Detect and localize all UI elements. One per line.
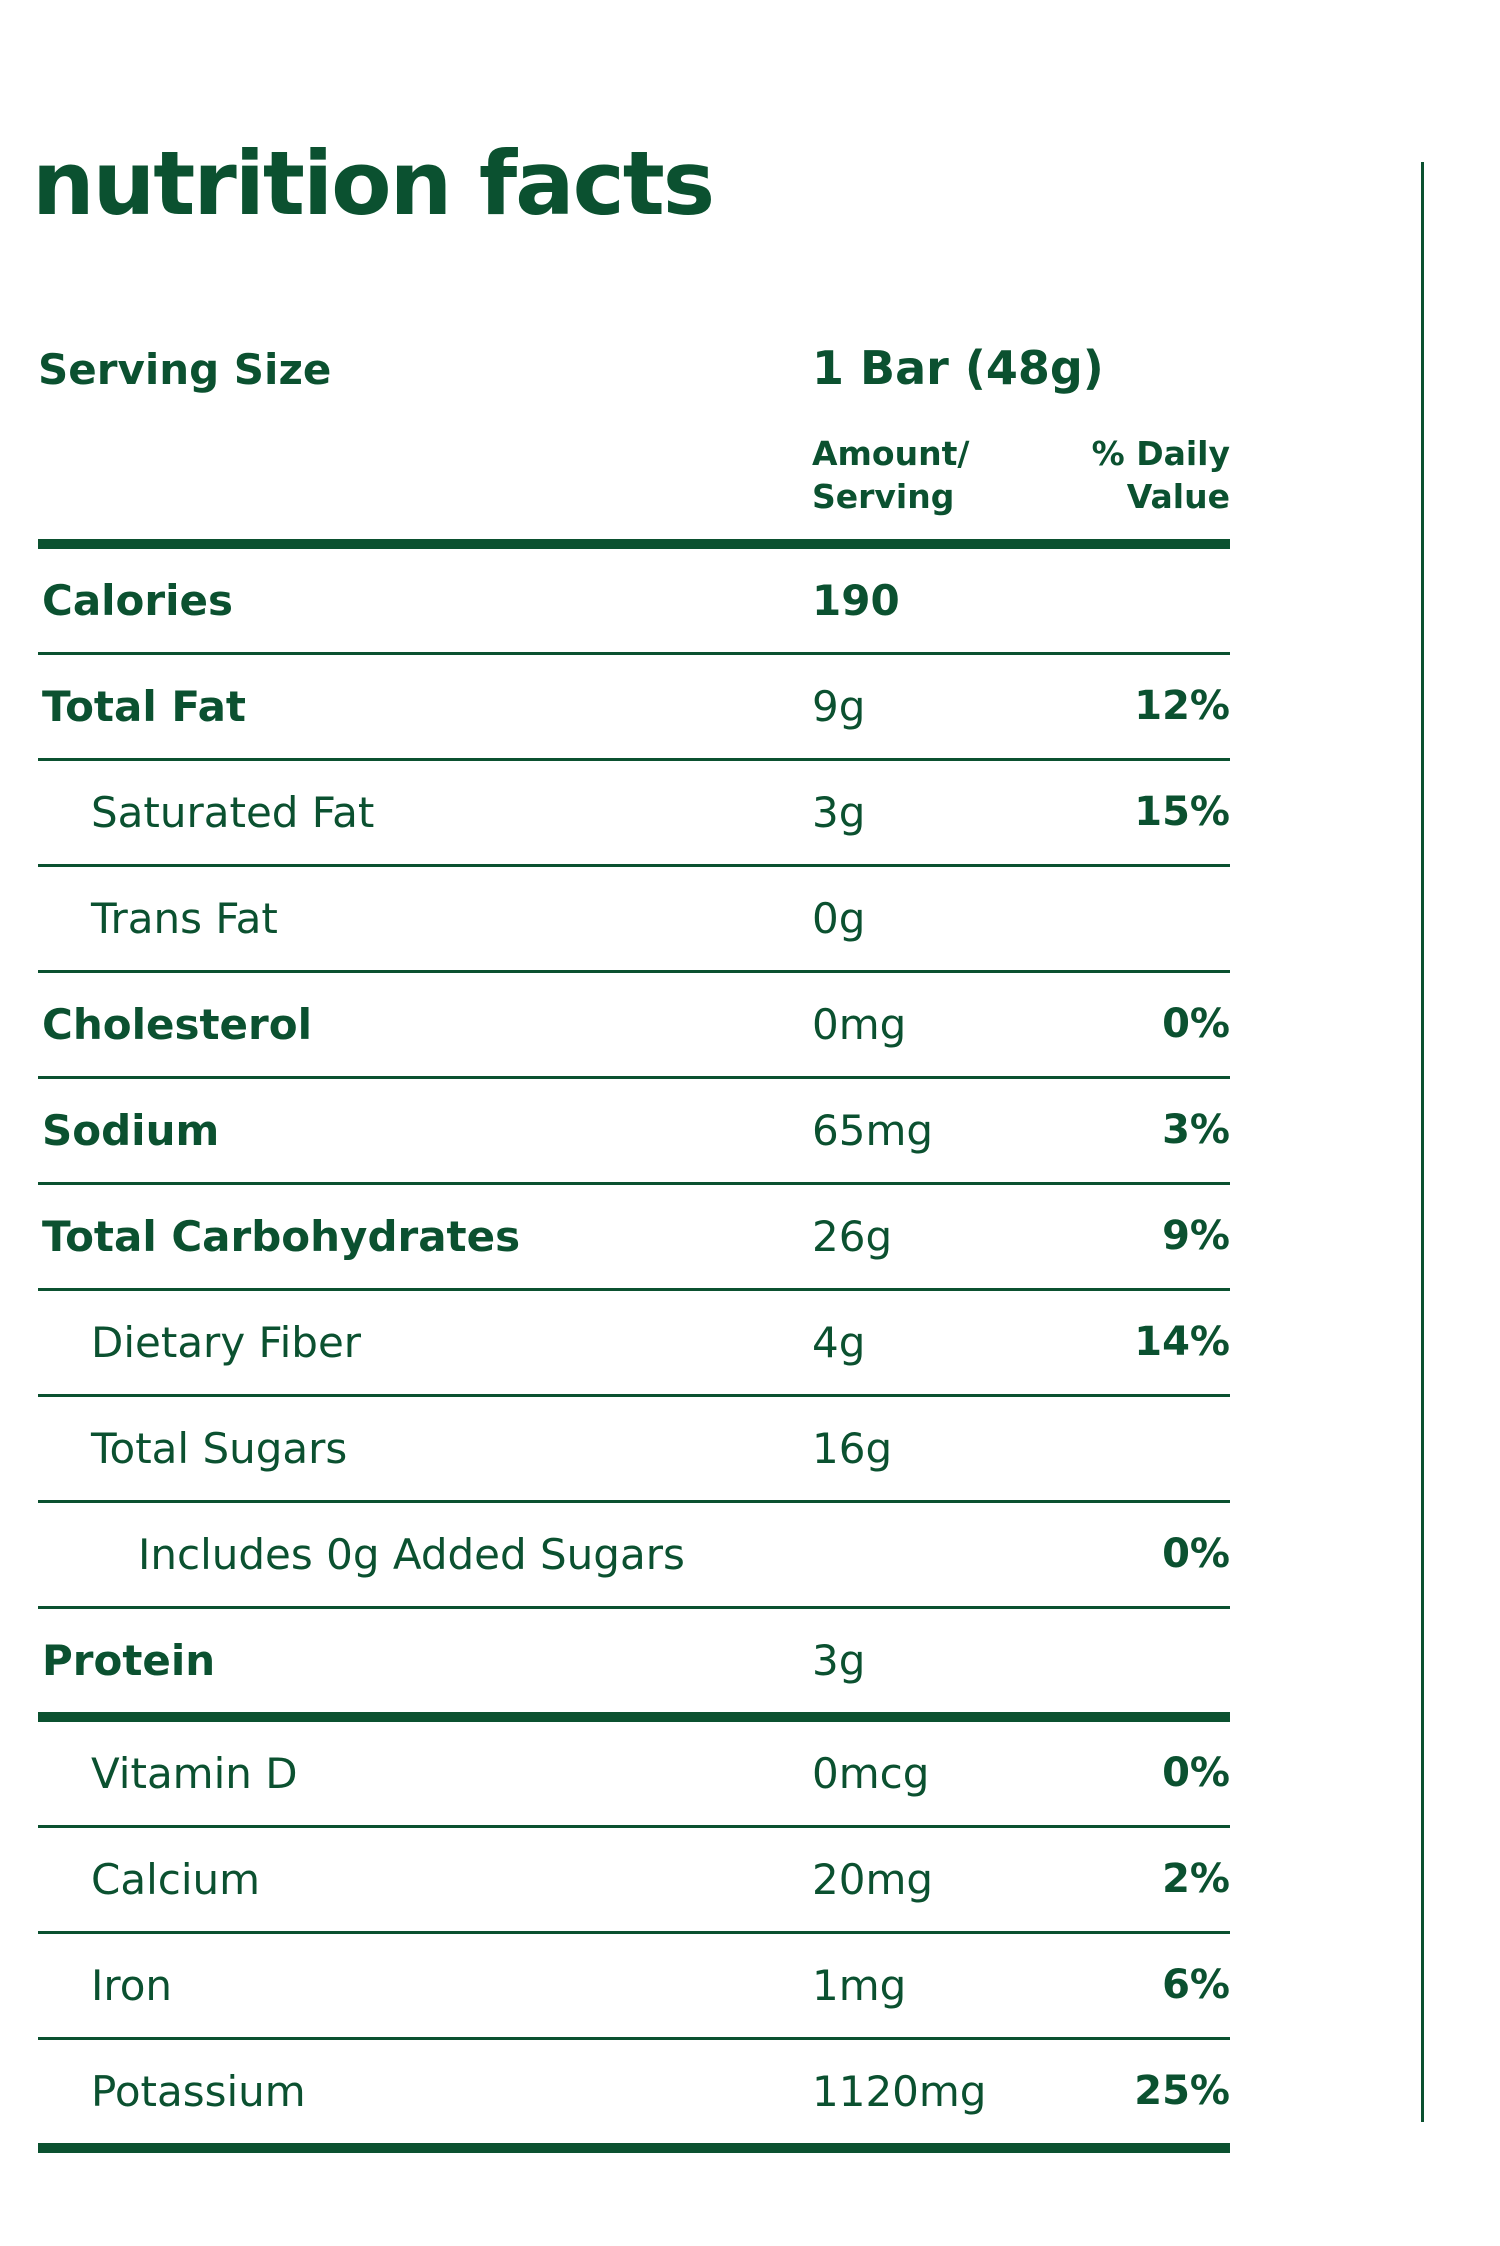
row-total-carbohydrates: Total Carbohydrates 26g 9% <box>38 1185 1230 1291</box>
amount-header-line1: Amount/ <box>812 434 970 473</box>
thick-rule-top <box>38 539 1230 549</box>
amount-per-serving-header: Amount/ Serving <box>812 432 1032 518</box>
serving-size-label: Serving Size <box>38 345 332 394</box>
nutrient-name: Total Fat <box>42 682 247 731</box>
nutrient-daily-value: 25% <box>1134 2068 1230 2114</box>
row-total-fat: Total Fat 9g 12% <box>38 655 1230 761</box>
nutrient-daily-value: 6% <box>1162 1962 1230 2008</box>
nutrient-name: Vitamin D <box>91 1749 298 1798</box>
nutrient-amount: 0mcg <box>812 1749 930 1798</box>
row-protein: Protein 3g <box>38 1609 1230 1712</box>
thick-rule-middle <box>38 1712 1230 1722</box>
nutrient-daily-value: 0% <box>1162 1531 1230 1577</box>
nutrient-name: Calories <box>42 576 234 625</box>
nutrient-amount: 9g <box>812 682 866 731</box>
nutrient-daily-value: 0% <box>1162 1001 1230 1047</box>
nutrient-amount: 0g <box>812 894 866 943</box>
amount-header-line2: Serving <box>812 477 955 516</box>
nutrient-amount: 16g <box>812 1424 893 1473</box>
nutrient-daily-value: 0% <box>1162 1750 1230 1796</box>
nutrient-amount: 190 <box>812 576 900 625</box>
nutrient-name: Includes 0g Added Sugars <box>138 1530 685 1579</box>
nutrient-name: Iron <box>91 1961 173 2010</box>
dv-header-line2: Value <box>1126 477 1230 516</box>
dv-header-line1: % Daily <box>1091 434 1230 473</box>
nutrient-name: Total Sugars <box>91 1424 348 1473</box>
nutrient-name: Cholesterol <box>42 1000 312 1049</box>
nutrient-daily-value: 3% <box>1162 1107 1230 1153</box>
serving-size-value: 1 Bar (48g) <box>812 341 1104 395</box>
vertical-divider <box>1421 162 1424 2122</box>
nutrient-name: Calcium <box>91 1855 261 1904</box>
row-total-sugars: Total Sugars 16g <box>38 1397 1230 1503</box>
nutrient-name: Dietary Fiber <box>91 1318 362 1367</box>
daily-value-header: % Daily Value <box>1030 432 1230 518</box>
nutrient-name: Protein <box>42 1636 216 1685</box>
row-calcium: Calcium 20mg 2% <box>38 1828 1230 1934</box>
nutrient-daily-value: 2% <box>1162 1856 1230 1902</box>
nutrient-amount: 26g <box>812 1212 893 1261</box>
row-dietary-fiber: Dietary Fiber 4g 14% <box>38 1291 1230 1397</box>
nutrient-amount: 1mg <box>812 1961 907 2010</box>
page-title: nutrition facts <box>32 132 715 235</box>
row-sodium: Sodium 65mg 3% <box>38 1079 1230 1185</box>
row-added-sugars: Includes 0g Added Sugars 0% <box>38 1503 1230 1609</box>
nutrient-name: Potassium <box>91 2067 306 2116</box>
nutrient-name: Saturated Fat <box>91 788 375 837</box>
nutrient-amount: 3g <box>812 1636 866 1685</box>
nutrient-daily-value: 12% <box>1134 683 1230 729</box>
nutrient-amount: 0mg <box>812 1000 907 1049</box>
row-potassium: Potassium 1120mg 25% <box>38 2040 1230 2143</box>
nutrient-daily-value: 15% <box>1134 789 1230 835</box>
nutrient-name: Trans Fat <box>91 894 278 943</box>
row-trans-fat: Trans Fat 0g <box>38 867 1230 973</box>
nutrition-table: Calories 190 Total Fat 9g 12% Saturated … <box>38 539 1230 2153</box>
nutrient-name: Sodium <box>42 1106 220 1155</box>
row-saturated-fat: Saturated Fat 3g 15% <box>38 761 1230 867</box>
nutrient-amount: 1120mg <box>812 2067 987 2116</box>
nutrient-daily-value: 14% <box>1134 1319 1230 1365</box>
row-cholesterol: Cholesterol 0mg 0% <box>38 973 1230 1079</box>
nutrient-name: Total Carbohydrates <box>42 1212 521 1261</box>
thick-rule-bottom <box>38 2143 1230 2153</box>
row-vitamin-d: Vitamin D 0mcg 0% <box>38 1722 1230 1828</box>
nutrient-amount: 3g <box>812 788 866 837</box>
nutrient-amount: 4g <box>812 1318 866 1367</box>
row-calories: Calories 190 <box>38 549 1230 655</box>
nutrient-amount: 20mg <box>812 1855 934 1904</box>
nutrient-daily-value: 9% <box>1162 1213 1230 1259</box>
row-iron: Iron 1mg 6% <box>38 1934 1230 2040</box>
nutrient-amount: 65mg <box>812 1106 934 1155</box>
